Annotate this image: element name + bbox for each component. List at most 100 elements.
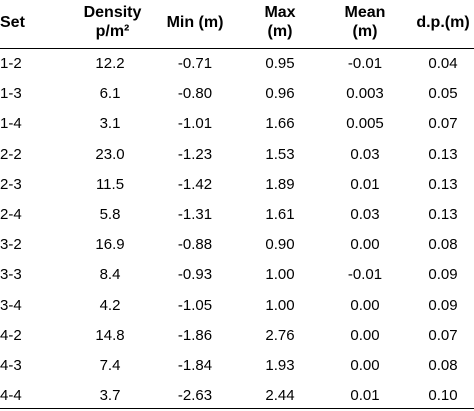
cell-set: 1-4 — [0, 115, 22, 133]
cell-density: 3.1 — [99, 115, 121, 133]
header-mean-label: Mean — [344, 4, 386, 21]
table-row: 4-2 14.8 -1.86 2.76 0.00 0.07 — [0, 321, 474, 351]
cell-min: -1.01 — [177, 115, 213, 133]
cell-max: 0.95 — [265, 55, 295, 72]
cell-density: 6.1 — [99, 85, 121, 103]
cell-mean: 0.00 — [350, 296, 380, 314]
cell-mean: 0.005 — [346, 115, 384, 133]
cell-max: 2.44 — [265, 387, 295, 405]
header-max-label: Max — [264, 4, 296, 21]
table-row: 2-4 5.8 -1.31 1.61 0.03 0.13 — [0, 200, 474, 230]
cell-set: 4-4 — [0, 387, 22, 405]
cell-set: 4-2 — [0, 326, 22, 344]
cell-min: -1.05 — [177, 296, 213, 314]
cell-mean: 0.01 — [350, 387, 380, 405]
header-mean-unit: (m) — [352, 23, 378, 40]
cell-max: 1.61 — [265, 205, 295, 223]
cell-dp: 0.05 — [428, 85, 458, 103]
header-density: Density p/m² — [65, 3, 160, 41]
cell-set: 1-2 — [0, 55, 22, 72]
table-row: 1-2 12.2 -0.71 0.95 -0.01 0.04 — [0, 49, 474, 79]
cell-density: 7.4 — [99, 356, 121, 374]
cell-min: -0.93 — [177, 266, 213, 284]
header-set: Set — [0, 13, 40, 32]
header-mean: Mean (m) — [325, 3, 405, 41]
cell-max: 1.66 — [265, 115, 295, 133]
cell-mean: -0.01 — [347, 266, 383, 284]
cell-set: 3-3 — [0, 266, 22, 284]
header-max-unit: (m) — [267, 23, 293, 40]
cell-max: 1.89 — [265, 175, 295, 193]
cell-dp: 0.07 — [428, 326, 458, 344]
cell-max: 1.53 — [265, 145, 295, 163]
cell-dp: 0.10 — [428, 387, 458, 405]
cell-mean: 0.01 — [350, 175, 380, 193]
cell-max: 1.00 — [265, 296, 295, 314]
header-min: Min (m) — [150, 13, 240, 32]
table-row: 1-3 6.1 -0.80 0.96 0.003 0.05 — [0, 79, 474, 109]
table-row: 1-4 3.1 -1.01 1.66 0.005 0.07 — [0, 109, 474, 139]
cell-max: 2.76 — [265, 326, 295, 344]
cell-min: -1.31 — [177, 205, 213, 223]
cell-density: 23.0 — [95, 145, 125, 163]
cell-mean: 0.003 — [346, 85, 384, 103]
cell-dp: 0.13 — [428, 145, 458, 163]
cell-set: 1-3 — [0, 85, 22, 103]
header-dp-label: d.p.(m) — [416, 14, 470, 31]
header-density-label: Density — [83, 4, 142, 21]
cell-density: 12.2 — [95, 55, 125, 72]
cell-density: 11.5 — [95, 175, 125, 193]
table-row: 2-2 23.0 -1.23 1.53 0.03 0.13 — [0, 140, 474, 170]
cell-dp: 0.08 — [428, 356, 458, 374]
header-set-label: Set — [0, 14, 25, 31]
cell-density: 8.4 — [99, 266, 121, 284]
cell-set: 4-3 — [0, 356, 22, 374]
cell-max: 1.93 — [265, 356, 295, 374]
table-header: Set Density p/m² Min (m) Max (m) Mean (m… — [0, 0, 474, 49]
header-min-label: Min (m) — [166, 14, 224, 31]
header-max: Max (m) — [245, 3, 315, 41]
cell-min: -1.23 — [177, 145, 213, 163]
table-row: 4-4 3.7 -2.63 2.44 0.01 0.10 — [0, 381, 474, 411]
cell-min: -0.88 — [177, 236, 213, 254]
cell-min: -2.63 — [177, 387, 213, 405]
table-bottom-rule — [0, 408, 474, 409]
cell-set: 2-3 — [0, 175, 22, 193]
cell-mean: 0.03 — [350, 205, 380, 223]
cell-min: -0.80 — [177, 85, 213, 103]
cell-dp: 0.08 — [428, 236, 458, 254]
table-row: 3-2 16.9 -0.88 0.90 0.00 0.08 — [0, 230, 474, 260]
cell-min: -1.86 — [177, 326, 213, 344]
header-density-unit: p/m² — [95, 23, 130, 40]
cell-dp: 0.09 — [428, 266, 458, 284]
cell-set: 2-4 — [0, 205, 22, 223]
header-dp: d.p.(m) — [412, 13, 474, 32]
cell-set: 3-2 — [0, 236, 22, 254]
cell-max: 0.90 — [265, 236, 295, 254]
cell-min: -0.71 — [177, 55, 213, 72]
cell-set: 3-4 — [0, 296, 22, 314]
cell-set: 2-2 — [0, 145, 22, 163]
cell-density: 4.2 — [99, 296, 121, 314]
cell-dp: 0.09 — [428, 296, 458, 314]
cell-density: 5.8 — [99, 205, 121, 223]
table-row: 4-3 7.4 -1.84 1.93 0.00 0.08 — [0, 351, 474, 381]
cell-mean: -0.01 — [347, 55, 383, 72]
cell-mean: 0.03 — [350, 145, 380, 163]
cell-mean: 0.00 — [350, 236, 380, 254]
cell-mean: 0.00 — [350, 356, 380, 374]
cell-dp: 0.07 — [428, 115, 458, 133]
table-row: 3-4 4.2 -1.05 1.00 0.00 0.09 — [0, 291, 474, 321]
cell-min: -1.42 — [177, 175, 213, 193]
cell-density: 3.7 — [99, 387, 121, 405]
table-row: 2-3 11.5 -1.42 1.89 0.01 0.13 — [0, 170, 474, 200]
cell-mean: 0.00 — [350, 326, 380, 344]
cell-density: 14.8 — [95, 326, 125, 344]
cell-max: 1.00 — [265, 266, 295, 284]
cell-dp: 0.13 — [428, 175, 458, 193]
cell-dp: 0.04 — [428, 55, 458, 72]
table-row: 3-3 8.4 -0.93 1.00 -0.01 0.09 — [0, 260, 474, 290]
cell-density: 16.9 — [95, 236, 125, 254]
cell-min: -1.84 — [177, 356, 213, 374]
